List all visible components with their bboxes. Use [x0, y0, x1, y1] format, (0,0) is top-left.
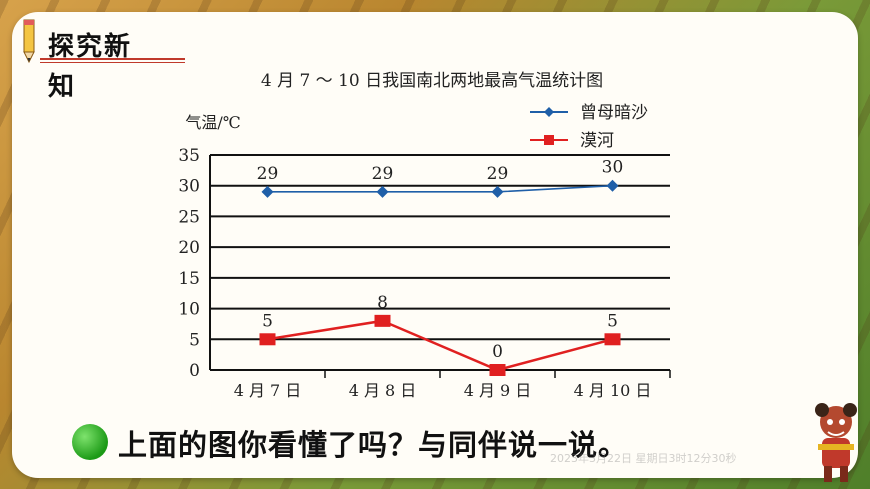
content-board: [12, 12, 858, 478]
chart-title: 4 月 7 ～ 10 日我国南北两地最高气温统计图: [261, 71, 603, 91]
discussion-prompt: 上面的图你看懂了吗？与同伴说一说。: [118, 428, 629, 462]
data-label: 29: [257, 164, 279, 184]
data-label: 8: [377, 293, 388, 313]
y-tick-label: 35: [178, 146, 200, 166]
y-tick-label: 20: [178, 238, 200, 258]
legend-marker-diamond: [544, 107, 554, 117]
y-tick-label: 0: [189, 361, 200, 381]
y-tick-label: 5: [189, 330, 200, 350]
data-label: 29: [372, 164, 394, 184]
data-point-square: [604, 333, 621, 346]
legend-marker-square: [544, 135, 554, 145]
x-tick-label: 4 月 7 日: [234, 381, 302, 400]
data-point-diamond: [261, 185, 274, 198]
timestamp-watermark: 2023年3月22日 星期日3时12分30秒: [550, 452, 737, 465]
title-underline-thin: [40, 62, 185, 63]
pencil-icon: [23, 19, 35, 64]
x-tick-label: 4 月 9 日: [464, 381, 532, 400]
x-tick-label: 4 月 10 日: [574, 381, 652, 400]
y-tick-label: 15: [178, 269, 200, 289]
series-line: [267, 319, 613, 372]
section-title: 探究新: [48, 32, 133, 62]
data-label: 0: [492, 342, 503, 362]
title-underline: [40, 58, 185, 60]
data-point-diamond: [376, 185, 389, 198]
series-line: [267, 184, 613, 193]
legend-label: 曾母暗沙: [580, 103, 648, 123]
y-tick-label: 30: [178, 177, 200, 197]
y-tick-label: 25: [178, 207, 200, 227]
legend-label: 漠河: [580, 131, 614, 151]
data-label: 30: [602, 158, 624, 178]
data-point-diamond: [606, 179, 619, 192]
data-point-diamond: [491, 185, 504, 198]
data-label: 29: [487, 164, 509, 184]
section-title-continued: 知: [48, 72, 75, 102]
data-point-square: [259, 333, 276, 346]
bullet-icon: [72, 424, 108, 460]
y-axis-label: 气温/℃: [185, 113, 240, 132]
mascot-character-icon: [815, 403, 857, 482]
data-point-square: [374, 314, 391, 327]
x-tick-label: 4 月 8 日: [349, 381, 417, 400]
y-tick-label: 10: [178, 300, 200, 320]
data-label: 5: [262, 311, 273, 331]
data-point-square: [489, 364, 506, 376]
data-label: 5: [607, 311, 618, 331]
